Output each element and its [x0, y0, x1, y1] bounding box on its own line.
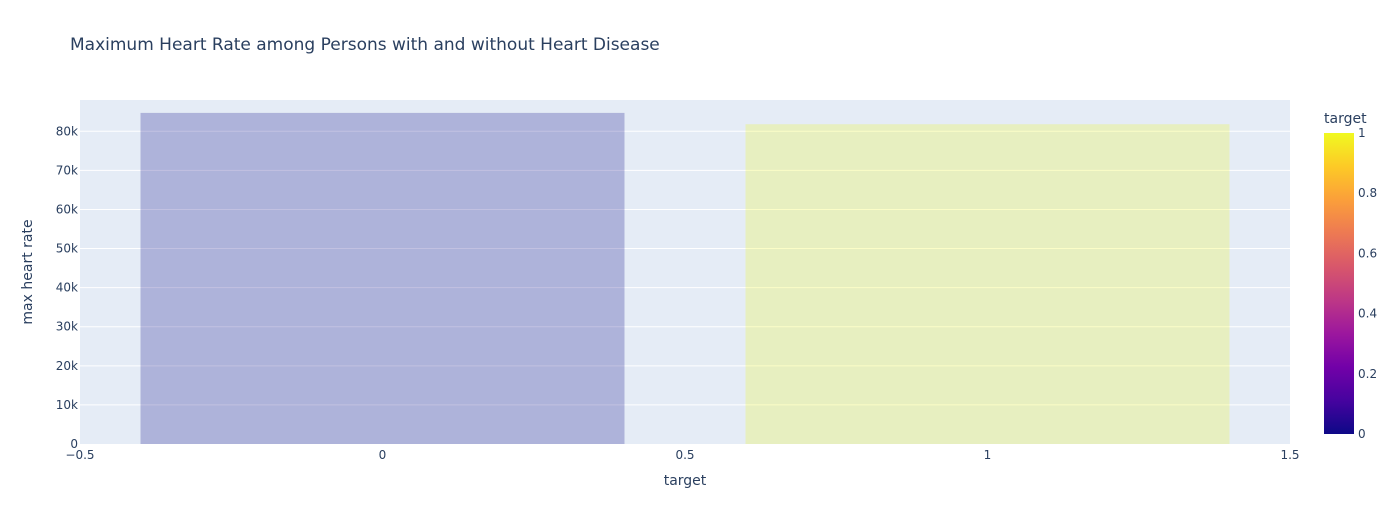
y-tick-label-2: 20k — [56, 359, 78, 373]
bars[interactable] — [140, 112, 1230, 445]
x-tick-label-1: 0 — [379, 448, 387, 462]
x-tick-label-2: 0.5 — [675, 448, 694, 462]
colorbar-tick-label-0: 0 — [1358, 427, 1366, 441]
y-tick-label-1: 10k — [56, 398, 78, 412]
chart-title: Maximum Heart Rate among Persons with an… — [70, 35, 660, 55]
y-tick-label-6: 60k — [56, 202, 78, 216]
grid-lines — [80, 130, 1290, 406]
y-tick-label-7: 70k — [56, 163, 78, 177]
colorbar-tick-label-5: 1 — [1358, 126, 1366, 140]
colorbar-tick-label-1: 0.2 — [1358, 367, 1377, 381]
y-axis-title: max heart rate — [20, 219, 36, 324]
colorbar-ticks: 0 0.2 0.4 0.6 0.8 1 — [1358, 126, 1377, 441]
x-tick-label-0: −0.5 — [65, 448, 94, 462]
bar-1[interactable] — [745, 124, 1230, 445]
x-tick-label-4: 1.5 — [1280, 448, 1299, 462]
y-tick-label-0: 0 — [70, 437, 78, 451]
colorbar-tick-label-2: 0.4 — [1358, 307, 1377, 321]
bar-0[interactable] — [140, 112, 625, 445]
plot-area — [80, 100, 1290, 444]
y-tick-label-4: 40k — [56, 281, 78, 295]
colorbar-tick-label-3: 0.6 — [1358, 246, 1377, 260]
y-tick-label-8: 80k — [56, 124, 78, 138]
colorbar — [1324, 133, 1354, 434]
y-tick-label-5: 50k — [56, 242, 78, 256]
x-tick-label-3: 1 — [984, 448, 992, 462]
y-axis-ticks: 0 10k 20k 30k 40k 50k 60k 70k 80k — [56, 124, 78, 451]
x-axis-ticks: −0.5 0 0.5 1 1.5 — [65, 448, 1299, 462]
x-axis-title: target — [664, 473, 707, 489]
colorbar-title: target — [1324, 111, 1367, 127]
colorbar-tick-label-4: 0.8 — [1358, 186, 1377, 200]
y-tick-label-3: 30k — [56, 320, 78, 334]
